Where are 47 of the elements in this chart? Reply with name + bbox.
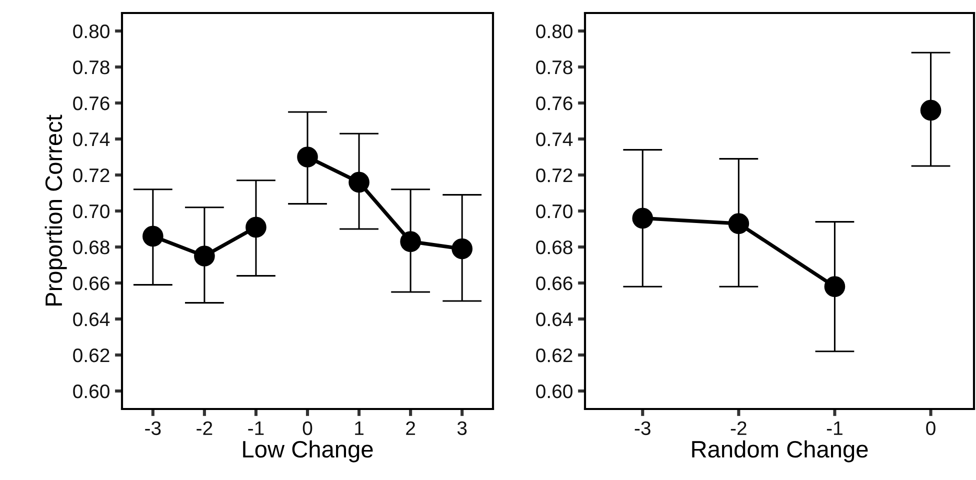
- point: [142, 226, 164, 247]
- x-tick-label: 3: [457, 421, 467, 436]
- y-tick-label: 0.62: [536, 348, 572, 362]
- point: [246, 216, 266, 238]
- x-tick-label: 2: [406, 421, 415, 435]
- x-tick-label: 0: [302, 421, 312, 436]
- y-tick-label: 0.78: [536, 60, 572, 74]
- y-tick-label: 0.70: [73, 204, 110, 218]
- y-tick-label: 0.80: [73, 24, 110, 38]
- point: [920, 100, 942, 121]
- y-tick-label: 0.70: [536, 204, 572, 218]
- point: [728, 213, 750, 234]
- x-tick-label: -2: [730, 421, 746, 435]
- x-axis-title: Random Change: [692, 440, 868, 462]
- point: [400, 231, 421, 252]
- x-tick-label: -1: [826, 422, 842, 435]
- point: [824, 276, 846, 298]
- y-tick-label: 0.62: [73, 348, 110, 362]
- y-tick-label: 0.66: [73, 276, 110, 290]
- y-tick-label: 0.72: [536, 168, 572, 182]
- point: [297, 146, 318, 168]
- x-tick-label: -3: [634, 421, 650, 436]
- y-tick-label: 0.64: [536, 312, 573, 326]
- x-tick-label: -1: [248, 422, 264, 435]
- x-tick-label: 0: [926, 421, 936, 436]
- y-tick-label: 0.80: [536, 24, 572, 38]
- y-tick-label: 0.72: [73, 168, 110, 182]
- y-tick-label: 0.76: [73, 96, 110, 110]
- point: [452, 238, 472, 260]
- point: [632, 208, 654, 229]
- y-tick-label: 0.74: [73, 132, 110, 146]
- y-axis-title: Proportion Correct: [44, 114, 67, 306]
- y-tick-label: 0.64: [73, 312, 110, 326]
- x-axis-title: Low Change: [243, 440, 373, 462]
- y-tick-label: 0.76: [536, 96, 572, 110]
- y-tick-label: 0.60: [73, 384, 110, 398]
- y-tick-label: 0.66: [536, 276, 572, 290]
- y-tick-label: 0.78: [73, 60, 110, 74]
- y-tick-label: 0.60: [536, 384, 572, 398]
- y-tick-label: 0.74: [536, 132, 573, 146]
- x-tick-label: 1: [355, 422, 364, 435]
- x-tick-label: -3: [145, 421, 161, 436]
- y-tick-label: 0.68: [536, 240, 572, 254]
- point: [194, 246, 215, 266]
- x-tick-label: -2: [196, 421, 212, 435]
- y-tick-label: 0.68: [73, 240, 110, 254]
- point: [348, 172, 370, 193]
